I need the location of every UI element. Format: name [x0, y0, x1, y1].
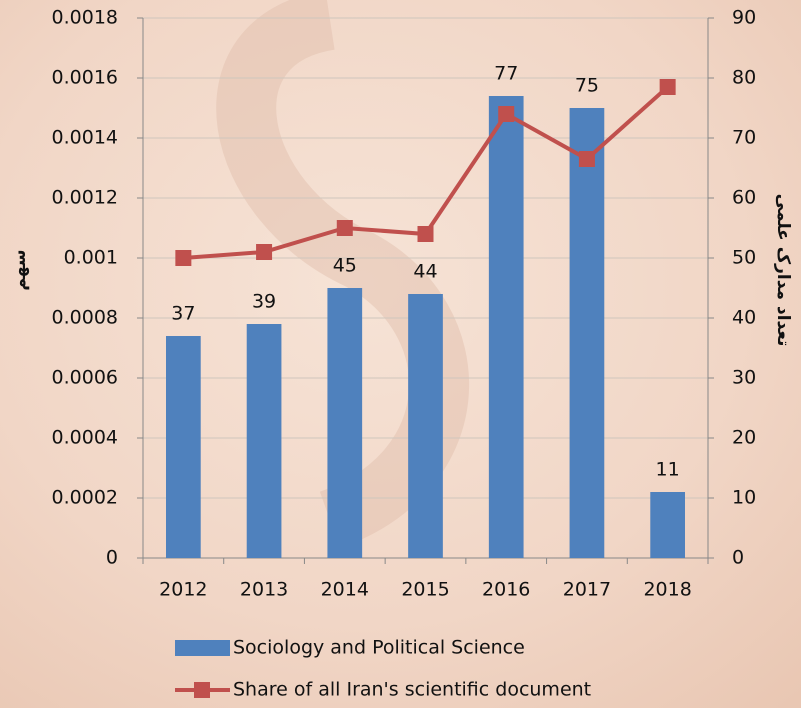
bar [569, 108, 605, 558]
legend-label: Share of all Iran's scientific document [233, 679, 591, 701]
y2-tick-label: 80 [732, 67, 756, 89]
x-tick-label: 2013 [240, 579, 288, 601]
line-marker [659, 79, 676, 95]
bar [166, 336, 201, 558]
legend-swatch-marker [194, 682, 210, 698]
y-tick-label: 0.0012 [52, 187, 118, 209]
y-tick-label: 0.0016 [52, 67, 118, 89]
line-marker [417, 226, 434, 242]
y-tick-label: 0 [106, 547, 118, 569]
x-tick-label: 2016 [482, 579, 530, 601]
y2-tick-label: 60 [732, 187, 756, 209]
x-tick-label: 2018 [643, 579, 691, 601]
bar [246, 324, 282, 558]
y2-tick-label: 0 [732, 547, 744, 569]
bar-value-label: 45 [333, 255, 357, 277]
y-tick-label: 0.0006 [52, 367, 118, 389]
y-tick-label: 0.0018 [52, 7, 118, 29]
x-tick-label: 2015 [401, 579, 449, 601]
y2-axis-title: تعداد مدارک علمی [773, 194, 793, 347]
line-marker [256, 244, 273, 260]
line-marker [175, 250, 192, 266]
legend-swatch [175, 640, 230, 656]
y2-tick-label: 70 [732, 127, 756, 149]
y2-tick-label: 10 [732, 487, 756, 509]
y2-tick-label: 40 [732, 307, 756, 329]
y2-tick-label: 30 [732, 367, 756, 389]
x-tick-label: 2017 [563, 579, 611, 601]
bar-value-label: 77 [494, 63, 518, 85]
y-axis-title: سهم [10, 249, 30, 290]
line-marker [498, 106, 515, 122]
y2-tick-label: 90 [732, 7, 756, 29]
y-tick-label: 0.0014 [52, 127, 118, 149]
bar [408, 294, 443, 558]
bar [650, 492, 685, 558]
y-tick-label: 0.0008 [52, 307, 118, 329]
bar [327, 288, 363, 558]
line-marker [578, 151, 595, 167]
line-marker [336, 220, 353, 236]
bar-value-label: 39 [252, 291, 276, 313]
legend-label: Sociology and Political Science [233, 637, 525, 659]
bar-value-label: 37 [171, 303, 195, 325]
y2-tick-label: 50 [732, 247, 756, 269]
y-tick-label: 0.0004 [52, 427, 118, 449]
bar [488, 96, 524, 558]
x-tick-label: 2012 [159, 579, 207, 601]
bar-value-label: 11 [656, 459, 680, 481]
y-tick-label: 0.001 [64, 247, 118, 269]
y2-tick-label: 20 [732, 427, 756, 449]
bar-value-label: 44 [413, 261, 437, 283]
y-tick-label: 0.0002 [52, 487, 118, 509]
x-tick-label: 2014 [321, 579, 369, 601]
bar-value-label: 75 [575, 75, 599, 97]
